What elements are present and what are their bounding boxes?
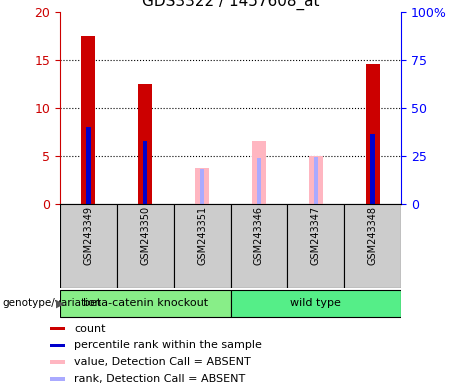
Text: GSM243348: GSM243348 bbox=[367, 206, 378, 265]
Bar bbox=[366, 64, 380, 204]
Bar bbox=[313, 157, 318, 204]
Bar bbox=[344, 204, 401, 288]
Bar bbox=[60, 204, 117, 288]
Text: wild type: wild type bbox=[290, 298, 341, 308]
Bar bbox=[138, 84, 152, 204]
Bar bbox=[257, 159, 261, 204]
Text: GSM243346: GSM243346 bbox=[254, 206, 264, 265]
Bar bbox=[86, 127, 91, 204]
Text: rank, Detection Call = ABSENT: rank, Detection Call = ABSENT bbox=[75, 374, 246, 384]
Bar bbox=[117, 204, 174, 288]
Bar bbox=[287, 204, 344, 288]
Text: GSM243351: GSM243351 bbox=[197, 206, 207, 265]
Bar bbox=[230, 204, 287, 288]
Bar bbox=[50, 361, 65, 364]
Text: percentile rank within the sample: percentile rank within the sample bbox=[75, 341, 262, 351]
Bar bbox=[230, 290, 401, 317]
Bar bbox=[370, 134, 375, 204]
Bar bbox=[60, 290, 230, 317]
Bar bbox=[195, 168, 209, 204]
Text: GSM243349: GSM243349 bbox=[83, 206, 94, 265]
Text: value, Detection Call = ABSENT: value, Detection Call = ABSENT bbox=[75, 358, 251, 367]
Bar bbox=[81, 36, 95, 204]
Bar bbox=[50, 344, 65, 348]
Text: genotype/variation: genotype/variation bbox=[2, 298, 101, 308]
Text: GSM243347: GSM243347 bbox=[311, 206, 321, 265]
Text: beta-catenin knockout: beta-catenin knockout bbox=[83, 298, 208, 308]
Bar bbox=[309, 156, 323, 204]
Text: count: count bbox=[75, 323, 106, 334]
Bar bbox=[200, 169, 204, 204]
Text: ▶: ▶ bbox=[56, 298, 65, 308]
Bar bbox=[252, 141, 266, 204]
Bar bbox=[50, 326, 65, 331]
Bar bbox=[174, 204, 230, 288]
Bar bbox=[50, 377, 65, 381]
Text: GSM243350: GSM243350 bbox=[140, 206, 150, 265]
Bar bbox=[143, 141, 148, 204]
Title: GDS3322 / 1457608_at: GDS3322 / 1457608_at bbox=[142, 0, 319, 10]
